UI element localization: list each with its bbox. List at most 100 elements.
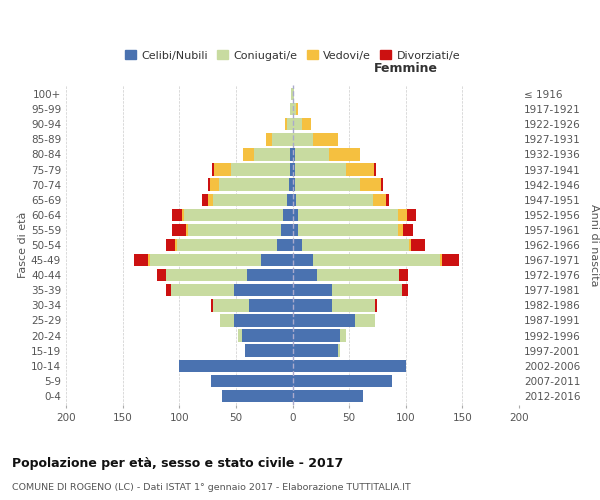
Bar xyxy=(374,164,376,175)
Bar xyxy=(412,239,425,251)
Bar xyxy=(295,148,329,160)
Bar xyxy=(293,239,302,251)
Bar xyxy=(211,299,213,312)
Bar xyxy=(222,390,293,402)
Bar xyxy=(293,208,298,221)
Bar xyxy=(238,330,242,342)
Bar xyxy=(177,239,277,251)
Bar xyxy=(232,164,290,175)
Bar xyxy=(172,284,233,296)
Bar xyxy=(277,239,293,251)
Bar xyxy=(293,254,313,266)
Bar xyxy=(302,239,409,251)
Bar xyxy=(242,330,293,342)
Bar xyxy=(329,148,361,160)
Bar xyxy=(403,284,408,296)
Bar xyxy=(381,178,383,191)
Bar xyxy=(313,254,440,266)
Bar xyxy=(298,224,398,236)
Bar xyxy=(290,103,293,116)
Bar xyxy=(220,314,233,326)
Bar xyxy=(284,118,287,130)
Bar xyxy=(166,269,247,281)
Bar xyxy=(292,88,293,100)
Bar xyxy=(247,269,293,281)
Bar xyxy=(293,360,406,372)
Bar xyxy=(261,254,293,266)
Bar xyxy=(245,344,293,357)
Bar xyxy=(166,284,172,296)
Bar xyxy=(184,208,283,221)
Bar xyxy=(250,299,293,312)
Bar xyxy=(293,314,355,326)
Bar xyxy=(172,208,182,221)
Bar xyxy=(290,164,293,175)
Bar xyxy=(293,178,295,191)
Bar xyxy=(182,208,184,221)
Bar xyxy=(293,284,332,296)
Bar xyxy=(293,390,363,402)
Bar xyxy=(293,103,296,116)
Bar xyxy=(293,330,340,342)
Bar xyxy=(172,224,186,236)
Bar xyxy=(289,178,293,191)
Bar xyxy=(293,374,392,387)
Bar xyxy=(186,224,188,236)
Bar xyxy=(298,208,398,221)
Bar xyxy=(208,178,210,191)
Legend: Celibi/Nubili, Coniugati/e, Vedovi/e, Divorziati/e: Celibi/Nubili, Coniugati/e, Vedovi/e, Di… xyxy=(121,46,464,65)
Bar xyxy=(202,194,208,206)
Bar xyxy=(166,239,175,251)
Bar xyxy=(398,224,403,236)
Bar xyxy=(233,314,293,326)
Bar xyxy=(293,148,295,160)
Bar xyxy=(398,208,407,221)
Y-axis label: Fasce di età: Fasce di età xyxy=(18,212,28,278)
Bar xyxy=(188,224,281,236)
Bar xyxy=(340,330,346,342)
Bar xyxy=(150,254,261,266)
Bar xyxy=(219,178,289,191)
Bar xyxy=(293,269,317,281)
Bar xyxy=(157,269,166,281)
Bar xyxy=(293,194,296,206)
Bar xyxy=(281,224,293,236)
Bar xyxy=(386,194,389,206)
Bar xyxy=(373,194,386,206)
Bar xyxy=(293,164,295,175)
Bar xyxy=(179,360,293,372)
Bar xyxy=(175,239,177,251)
Bar xyxy=(213,194,287,206)
Y-axis label: Anni di nascita: Anni di nascita xyxy=(589,204,599,286)
Bar xyxy=(266,133,272,145)
Bar xyxy=(272,133,293,145)
Bar xyxy=(293,224,298,236)
Bar xyxy=(442,254,459,266)
Bar xyxy=(242,148,254,160)
Bar xyxy=(287,194,293,206)
Bar xyxy=(134,254,148,266)
Bar xyxy=(213,299,250,312)
Bar xyxy=(293,299,332,312)
Text: Popolazione per età, sesso e stato civile - 2017: Popolazione per età, sesso e stato civil… xyxy=(12,458,343,470)
Bar xyxy=(332,299,375,312)
Bar xyxy=(283,208,293,221)
Bar xyxy=(287,118,293,130)
Bar xyxy=(317,269,399,281)
Bar xyxy=(407,208,416,221)
Text: Femmine: Femmine xyxy=(374,62,438,76)
Bar xyxy=(338,344,340,357)
Bar xyxy=(208,194,213,206)
Bar xyxy=(293,133,313,145)
Bar xyxy=(302,118,311,130)
Bar xyxy=(296,103,298,116)
Bar xyxy=(254,148,290,160)
Bar xyxy=(403,224,413,236)
Bar xyxy=(409,239,412,251)
Bar xyxy=(346,164,374,175)
Bar xyxy=(293,344,338,357)
Bar xyxy=(148,254,150,266)
Bar xyxy=(233,284,293,296)
Bar xyxy=(361,178,381,191)
Bar xyxy=(399,269,408,281)
